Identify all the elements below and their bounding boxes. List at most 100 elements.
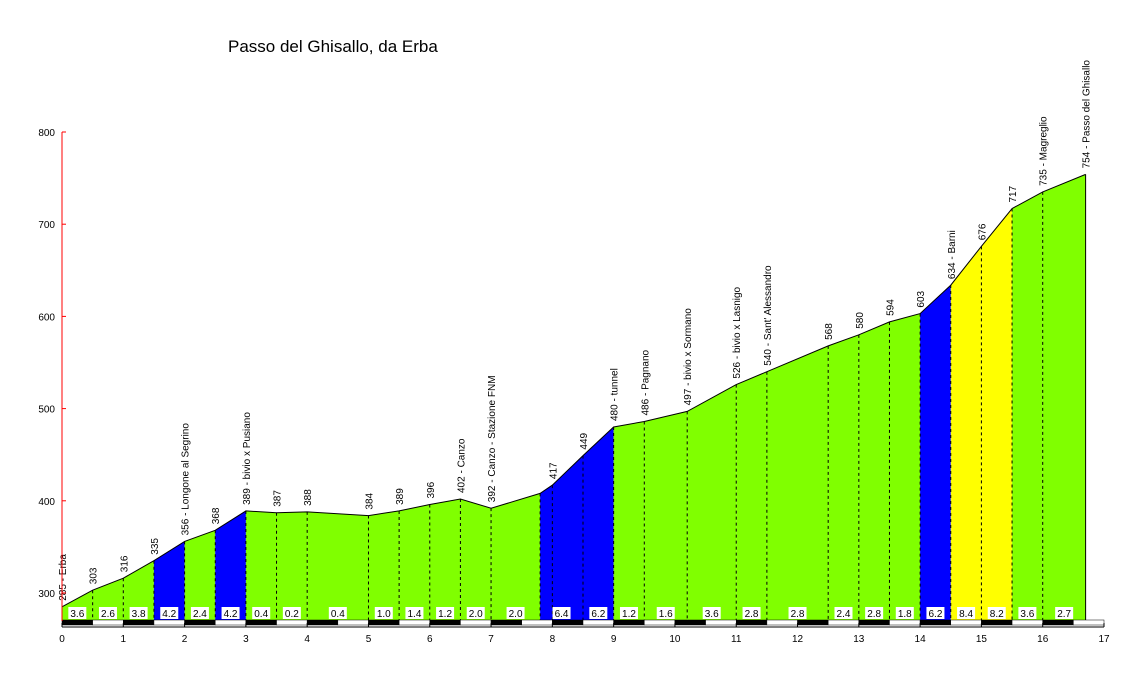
grade-label-7: 0.2 [285,609,299,620]
point-label-19: 497 - bivio x Sormano [683,308,694,406]
point-label-2: 316 [119,555,130,572]
point-label-10: 389 [395,488,406,505]
grade-box-9 [374,607,393,619]
y-tick-label-400: 400 [38,497,55,508]
grade-box-6 [252,607,271,619]
km-bar-cell-28 [919,619,952,626]
grade-label-23: 1.8 [898,609,912,620]
x-tick-label-9: 9 [611,634,617,645]
grade-label-10: 1.4 [407,609,421,620]
point-label-30: 754 - Passo del Ghisallo [1082,60,1093,169]
grade-box-16 [619,607,638,619]
km-bar-cell-15 [521,619,553,626]
segment-fill-24 [920,285,951,621]
segment-fill-16 [613,421,645,621]
segment-fill-19 [736,371,767,621]
grade-box-1 [98,607,117,619]
grade-label-14: 6.4 [555,609,569,620]
km-bar-cell-29 [950,619,982,626]
grade-label-15: 6.2 [591,609,605,620]
km-bar [61,619,1105,626]
grade-box-22 [865,607,884,619]
grade-label-13: 2.0 [509,609,523,620]
km-bar-cell-7 [276,619,308,626]
segment-fill-21 [828,334,859,621]
km-bar-cell-27 [889,619,921,626]
segment-fill-10 [399,504,430,621]
grade-box-7 [282,607,301,619]
x-tick-label-1: 1 [121,634,127,645]
grade-label-18: 3.6 [705,609,719,620]
km-bar-cell-1 [92,619,124,626]
grade-label-20: 2.8 [791,609,805,620]
km-bar-cell-12 [429,619,461,626]
segment-fill-4 [184,530,216,621]
km-bar-cell-17 [582,619,614,626]
x-tick-label-8: 8 [550,634,556,645]
grade-label-17: 1.6 [659,609,673,620]
point-label-7: 387 [273,490,284,507]
segment-fill-27 [1012,191,1043,621]
x-tick-label-7: 7 [488,634,494,645]
segment-fill-14 [540,455,583,621]
km-bar-cell-33 [1073,619,1105,626]
x-tick-label-13: 13 [853,634,865,645]
x-tick-label-17: 17 [1098,634,1110,645]
grade-box-20 [788,607,807,619]
km-bar-cell-23 [766,619,798,626]
point-label-27: 676 [977,223,988,240]
x-tick-label-5: 5 [366,634,372,645]
y-tick-label-300: 300 [38,589,55,600]
point-label-16: 449 [579,432,590,449]
chart-title: Passo del Ghisallo, da Erba [228,37,438,56]
grade-label-26: 8.2 [990,609,1004,620]
segment-fill-20 [766,345,829,621]
point-label-3: 335 [150,538,161,555]
grade-label-1: 2.6 [101,609,115,620]
grade-box-23 [895,607,914,619]
km-bar-cell-4 [184,619,216,626]
grade-box-26 [987,607,1006,619]
x-tick-label-6: 6 [427,634,433,645]
grade-box-15 [589,607,608,619]
y-tick-label-700: 700 [38,220,55,231]
point-label-26: 634 - Barni [947,230,958,279]
grade-label-5: 4.2 [224,609,238,620]
point-label-1: 303 [89,567,100,584]
grade-box-8 [328,607,347,619]
grade-box-18 [702,607,721,619]
grade-box-10 [405,607,424,619]
point-label-13: 392 - Canzo - Stazione FNM [487,375,498,502]
km-bar-cell-11 [398,619,431,626]
km-bar-cell-16 [552,619,584,626]
x-tick-label-11: 11 [731,634,742,645]
grade-label-4: 2.4 [193,609,207,620]
segment-fill-11 [429,499,461,621]
km-bar-cell-30 [981,619,1013,626]
km-bar-cell-31 [1011,619,1043,626]
grade-labels: 3.6 2.6 3.8 4.2 2.4 4.2 0.4 0.2 0.4 1.0 1.4 1.2 2.0 2… [68,607,1074,620]
x-tick-label-3: 3 [243,634,249,645]
segment-fill-7 [276,511,308,621]
grade-box-17 [656,607,675,619]
grade-label-25: 8.4 [959,609,973,620]
point-label-6: 389 - bivio x Pusiano [242,412,253,505]
grade-label-24: 6.2 [928,609,942,620]
x-tick-label-0: 0 [59,634,65,645]
point-label-4: 356 - Longone al Segrino [181,423,192,536]
grade-label-16: 1.2 [622,609,636,620]
km-bar-cell-20 [674,619,706,626]
point-label-15: 417 [548,462,559,479]
km-bar-cell-3 [153,619,185,626]
grade-box-24 [926,607,945,619]
km-bar-cell-13 [460,619,492,626]
point-label-0: 285 - Erba [58,554,69,601]
km-bar-cell-14 [490,619,522,626]
segment-fill-15 [583,427,614,621]
grade-box-12 [466,607,485,619]
grade-box-0 [68,607,87,619]
km-bar-cell-22 [735,619,768,626]
point-label-24: 594 [886,299,897,316]
